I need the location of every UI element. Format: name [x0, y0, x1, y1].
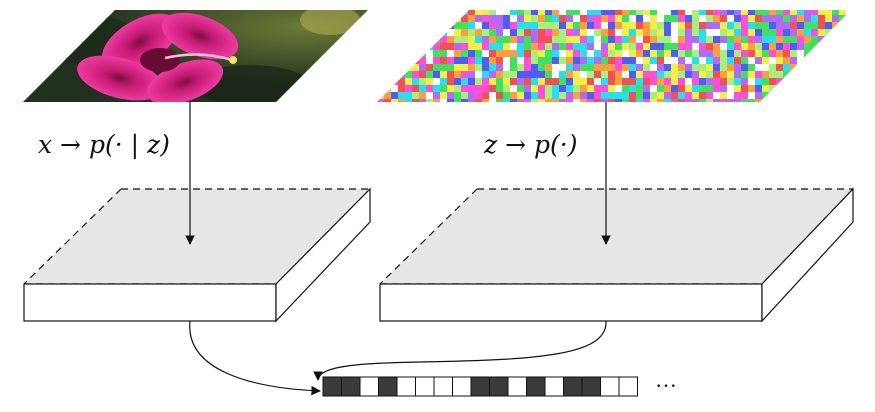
token-sequence [322, 376, 638, 397]
left-box-front [23, 283, 277, 322]
sequence-cell-filled [489, 376, 509, 397]
sequence-cell-empty [415, 376, 435, 397]
sequence-cell-filled [470, 376, 490, 397]
sequence-cell-empty [396, 376, 416, 397]
sequence-cell-filled [526, 376, 546, 397]
left-to-sequence-arrow [189, 320, 321, 396]
bokeh-highlight [300, 10, 360, 35]
sequence-cell-filled [341, 376, 361, 397]
sequence-cell-empty [600, 376, 620, 397]
sequence-cell-empty [452, 376, 472, 397]
right-box-front [379, 283, 763, 322]
right-box [379, 187, 854, 323]
right-box-side [761, 187, 854, 323]
sequence-ellipsis: ··· [655, 373, 677, 398]
sequence-cell-empty [618, 376, 638, 397]
sequence-cell-empty [544, 376, 564, 397]
noise-image [377, 10, 851, 102]
flower-image [23, 10, 368, 102]
sequence-cell-filled [378, 376, 398, 397]
sequence-cell-filled [322, 376, 342, 397]
left-box-top [24, 189, 370, 284]
left-box [23, 187, 371, 323]
left-map-label: x → p(· | z) [38, 130, 170, 160]
right-map-label: z → p(·) [483, 130, 577, 159]
sequence-cell-filled [563, 376, 583, 397]
sequence-cell-empty [359, 376, 379, 397]
sequence-cell-filled [581, 376, 601, 397]
sequence-cell-empty [433, 376, 453, 397]
flower-icon [77, 12, 239, 102]
right-to-sequence-arrow [313, 320, 607, 381]
left-box-side [275, 187, 371, 323]
sequence-cell-empty [507, 376, 527, 397]
right-box-top [380, 189, 853, 284]
